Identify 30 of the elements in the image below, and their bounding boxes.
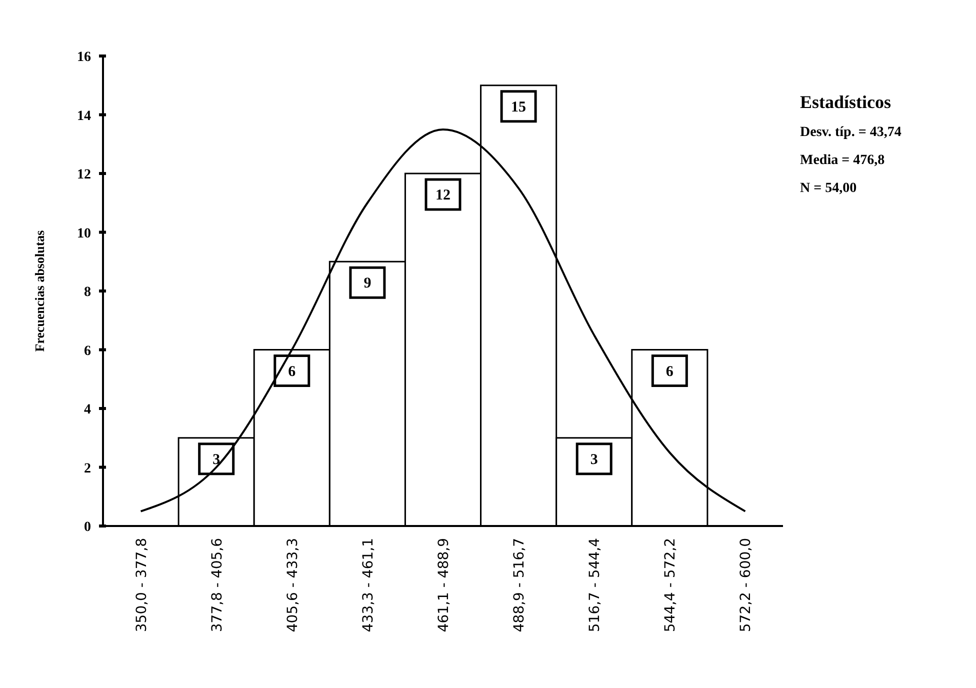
y-tick-label: 2 <box>84 461 91 476</box>
x-tick-label: 572,2 - 600,0 <box>738 538 754 632</box>
y-tick-label: 10 <box>77 226 91 242</box>
x-tick-label: 516,7 - 544,4 <box>587 538 604 632</box>
x-tick-label: 544,4 - 572,2 <box>662 538 679 632</box>
y-tick-label: 6 <box>84 344 91 359</box>
text: Desv. típ. = 43,74 <box>800 125 902 140</box>
data-label: 6 <box>288 364 296 380</box>
y-tick-label: 16 <box>77 50 91 65</box>
x-tick-label: 350,0 - 377,8 <box>134 538 150 632</box>
data-label: 12 <box>436 188 450 204</box>
data-label: 6 <box>666 364 674 380</box>
data-label: 3 <box>590 452 598 468</box>
y-tick-label: 0 <box>84 520 91 535</box>
x-tick-label: 377,8 - 405,6 <box>209 538 226 632</box>
y-axis-title: Frecuencias absolutas <box>32 230 47 352</box>
x-tick-label: 433,3 - 461,1 <box>360 538 376 632</box>
data-label: 3 <box>212 452 220 468</box>
y-tick-label: 12 <box>77 168 91 182</box>
x-tick-label: 488,9 - 516,7 <box>512 538 528 632</box>
text: N = 54,00 <box>800 181 857 196</box>
x-tick-label: 461,1 - 488,9 <box>436 538 452 632</box>
text: Estadísticos <box>800 92 892 112</box>
text: Media = 476,8 <box>800 153 885 168</box>
data-label: 15 <box>511 99 526 116</box>
y-tick-label: 8 <box>84 285 91 300</box>
y-tick-label: 4 <box>84 402 91 418</box>
x-tick-label: 405,6 - 433,3 <box>284 538 301 632</box>
data-label: 9 <box>364 276 372 292</box>
y-tick-label: 14 <box>77 108 91 124</box>
